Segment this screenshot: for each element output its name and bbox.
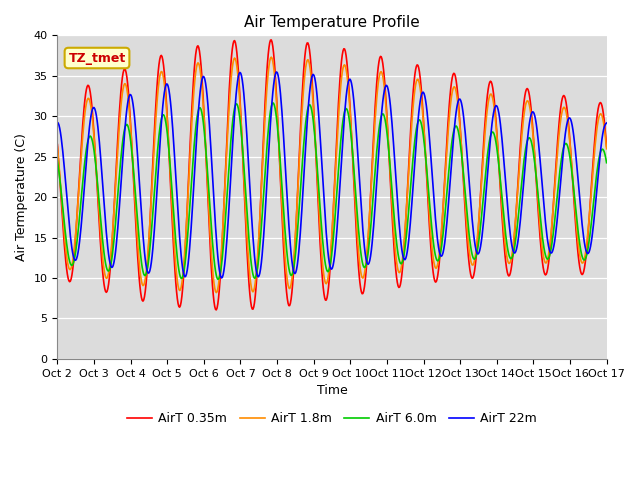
Text: TZ_tmet: TZ_tmet [68, 51, 125, 64]
Y-axis label: Air Termperature (C): Air Termperature (C) [15, 133, 28, 261]
AirT 22m [218, 275, 225, 281]
AirT 6.0m [205, 185, 212, 191]
Line: AirT 1.8m: AirT 1.8m [58, 57, 607, 293]
AirT 1.8m [63, 258, 71, 264]
AirT 0.35m [401, 244, 408, 250]
AirT 0.35m [603, 144, 611, 149]
AirT 22m [273, 69, 280, 75]
Line: AirT 6.0m: AirT 6.0m [58, 103, 607, 279]
AirT 22m [120, 139, 128, 145]
AirT 22m [401, 256, 408, 262]
AirT 22m [54, 120, 61, 125]
AirT 6.0m [603, 160, 611, 166]
Line: AirT 22m: AirT 22m [58, 72, 607, 278]
AirT 0.35m [176, 304, 184, 310]
AirT 6.0m [401, 251, 408, 257]
AirT 0.35m [212, 307, 220, 313]
AirT 6.0m [176, 271, 184, 277]
AirT 1.8m [176, 288, 184, 293]
AirT 1.8m [417, 85, 424, 91]
AirT 1.8m [120, 83, 128, 88]
Line: AirT 0.35m: AirT 0.35m [58, 40, 607, 310]
AirT 1.8m [268, 54, 275, 60]
Title: Air Temperature Profile: Air Temperature Profile [244, 15, 420, 30]
AirT 6.0m [54, 158, 61, 164]
AirT 6.0m [63, 246, 71, 252]
Legend: AirT 0.35m, AirT 1.8m, AirT 6.0m, AirT 22m: AirT 0.35m, AirT 1.8m, AirT 6.0m, AirT 2… [122, 407, 542, 430]
AirT 0.35m [205, 213, 212, 218]
AirT 22m [205, 111, 212, 117]
AirT 6.0m [214, 276, 221, 282]
AirT 1.8m [212, 290, 220, 296]
AirT 6.0m [120, 130, 128, 136]
AirT 22m [417, 98, 424, 104]
AirT 6.0m [417, 118, 424, 123]
AirT 0.35m [120, 67, 128, 73]
AirT 0.35m [63, 271, 71, 277]
AirT 1.8m [603, 146, 611, 152]
AirT 0.35m [54, 142, 61, 147]
AirT 6.0m [269, 100, 276, 106]
AirT 1.8m [205, 202, 212, 208]
AirT 1.8m [401, 238, 408, 244]
AirT 22m [603, 120, 611, 126]
AirT 1.8m [54, 144, 61, 150]
AirT 22m [63, 200, 71, 206]
X-axis label: Time: Time [317, 384, 348, 397]
AirT 0.35m [268, 37, 275, 43]
AirT 22m [176, 234, 184, 240]
AirT 0.35m [417, 75, 424, 81]
